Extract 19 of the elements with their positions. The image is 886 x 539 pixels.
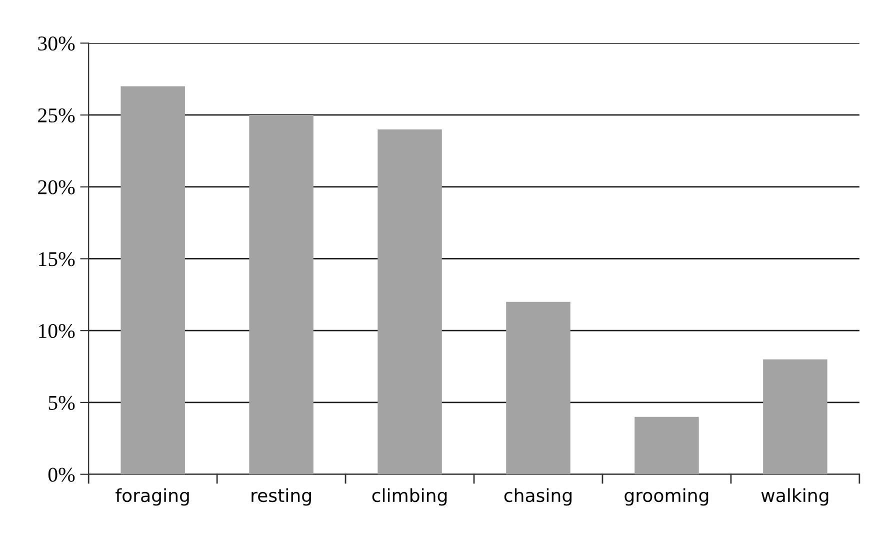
y-tick-label: 5% bbox=[48, 396, 75, 410]
x-tick-label: climbing bbox=[372, 488, 447, 506]
x-tick-label: resting bbox=[252, 488, 311, 506]
bar bbox=[249, 114, 314, 474]
y-tick-label: 0% bbox=[48, 468, 75, 482]
y-tick-label: 15% bbox=[39, 252, 75, 266]
x-tick-label: foraging bbox=[116, 488, 189, 506]
x-tick-label: walking bbox=[761, 488, 828, 506]
y-tick-label: 30% bbox=[38, 36, 75, 51]
x-tick-label: chasing bbox=[504, 488, 572, 506]
bar bbox=[634, 416, 699, 474]
y-tick-label: 25% bbox=[38, 108, 75, 122]
x-tick-label: grooming bbox=[624, 488, 708, 506]
bar bbox=[120, 86, 185, 474]
bar bbox=[506, 302, 570, 474]
y-tick-label: 10% bbox=[39, 324, 75, 338]
y-tick-label: 20% bbox=[38, 180, 75, 194]
bar bbox=[378, 129, 442, 474]
bar bbox=[763, 359, 828, 474]
